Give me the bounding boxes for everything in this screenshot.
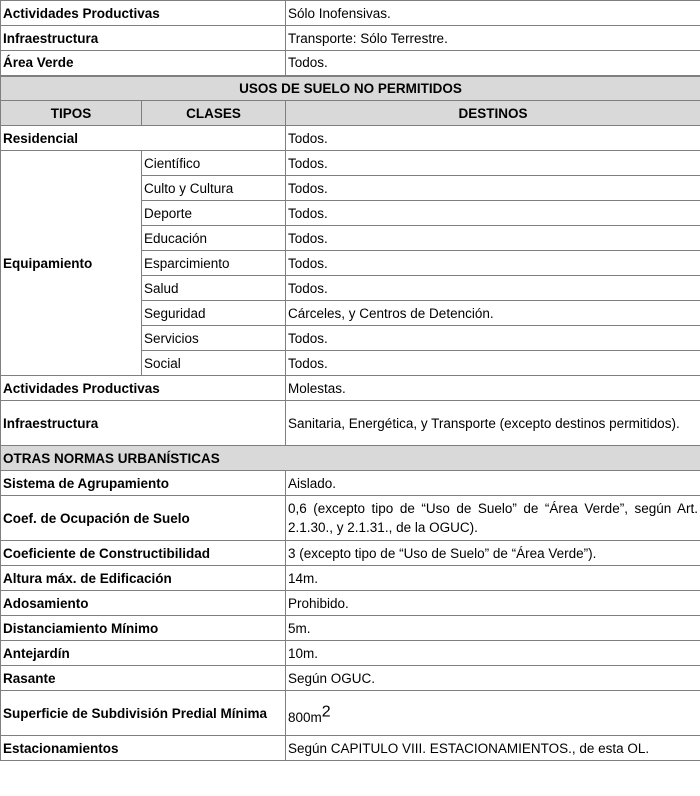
table-row: Área Verde Todos. [0,50,700,76]
destino-cell: Todos. [285,175,700,201]
header-tipos: TIPOS [0,100,142,126]
clase-cell: Científico [141,150,286,176]
norma-value: Según CAPITULO VIII. ESTACIONAMIENTOS., … [285,735,700,761]
destino-cell: Todos. [285,225,700,251]
table-row: Seguridad Cárceles, y Centros de Detenci… [1,300,700,326]
table-row: Actividades Productivas Sólo Inofensivas… [0,0,700,26]
table-row: Superficie de Subdivisión Predial Mínima… [0,690,700,736]
destino-cell: Todos. [285,350,700,376]
norma-value-text: 800m [288,709,322,725]
table-row: Educación Todos. [1,225,700,251]
table-row: Culto y Cultura Todos. [1,175,700,201]
norma-value: 3 (excepto tipo de “Uso de Suelo” de “Ár… [285,540,700,566]
clase-cell: Servicios [141,325,286,351]
table-row: Antejardín 10m. [0,640,700,666]
table-row: Social Todos. [1,350,700,376]
table-row: Altura máx. de Edificación 14m. [0,565,700,591]
table-row: Residencial Todos. [0,125,700,151]
norma-value: 14m. [285,565,700,591]
norma-label: Coef. de Ocupación de Suelo [0,495,286,541]
norma-value: Según OGUC. [285,665,700,691]
superscript: 2 [321,703,331,720]
destino-cell: Sólo Inofensivas. [285,0,700,26]
norma-label: Adosamiento [0,590,286,616]
table-row: Distanciamiento Mínimo 5m. [0,615,700,641]
destino-cell: Molestas. [285,375,700,401]
header-clases: CLASES [141,100,286,126]
destino-cell: Todos. [285,250,700,276]
norma-value: Prohibido. [285,590,700,616]
clase-cell: Seguridad [141,300,286,326]
table-row: Estacionamientos Según CAPITULO VIII. ES… [0,735,700,761]
norma-label: Estacionamientos [0,735,286,761]
table-row: Servicios Todos. [1,325,700,351]
norma-label: Antejardín [0,640,286,666]
column-header-row: TIPOS CLASES DESTINOS [0,100,700,126]
tipo-cell: Infraestructura [0,25,286,51]
table-row: Deporte Todos. [1,200,700,226]
tipo-cell: Equipamiento [0,150,142,376]
destino-cell: Cárceles, y Centros de Detención. [285,300,700,326]
table-row: Actividades Productivas Molestas. [0,375,700,401]
tipo-cell: Área Verde [0,50,286,76]
tipo-cell: Actividades Productivas [0,375,286,401]
destino-cell: Todos. [285,125,700,151]
norma-value: 0,6 (excepto tipo de “Uso de Suelo” de “… [285,495,700,541]
destino-cell: Todos. [285,275,700,301]
table-row: Sistema de Agrupamiento Aislado. [0,470,700,496]
clase-cell: Salud [141,275,286,301]
norma-label: Sistema de Agrupamiento [0,470,286,496]
table-row: Coeficiente de Constructibilidad 3 (exce… [0,540,700,566]
table-row: Salud Todos. [1,275,700,301]
table-row: Rasante Según OGUC. [0,665,700,691]
section-header-row: USOS DE SUELO NO PERMITIDOS [0,74,700,101]
table-row: Infraestructura Sanitaria, Energética, y… [0,400,700,446]
section-header-row: OTRAS NORMAS URBANÍSTICAS [0,445,700,471]
norma-label: Superficie de Subdivisión Predial Mínima [0,690,286,736]
destino-cell: Transporte: Sólo Terrestre. [285,25,700,51]
tipo-cell: Actividades Productivas [0,0,286,26]
destino-cell: Todos. [285,150,700,176]
norma-value: 10m. [285,640,700,666]
norma-value: 800m2 [285,690,700,736]
norma-label: Rasante [0,665,286,691]
destino-cell: Todos. [285,200,700,226]
header-destinos: DESTINOS [285,100,700,126]
tipo-cell: Infraestructura [0,400,286,446]
section-title-no-permitidos: USOS DE SUELO NO PERMITIDOS [0,74,700,101]
tipo-cell: Residencial [0,125,286,151]
destino-cell: Todos. [285,325,700,351]
clase-cell: Culto y Cultura [141,175,286,201]
norma-label: Distanciamiento Mínimo [0,615,286,641]
table-row: Adosamiento Prohibido. [0,590,700,616]
norma-label: Altura máx. de Edificación [0,565,286,591]
destino-cell: Todos. [285,50,700,76]
table-row: Esparcimiento Todos. [1,250,700,276]
table-row: Equipamiento Científico Todos. [0,150,700,376]
table-row: Coef. de Ocupación de Suelo 0,6 (excepto… [0,495,700,541]
clase-cell: Esparcimiento [141,250,286,276]
table-row: Infraestructura Transporte: Sólo Terrest… [0,25,700,51]
norma-value: 5m. [285,615,700,641]
destino-cell: Sanitaria, Energética, y Transporte (exc… [285,400,700,446]
clase-cell: Deporte [141,200,286,226]
clase-cell: Social [141,350,286,376]
norma-value: Aislado. [285,470,700,496]
section-title-otras-normas: OTRAS NORMAS URBANÍSTICAS [0,445,700,471]
clase-cell: Educación [141,225,286,251]
norma-label: Coeficiente de Constructibilidad [0,540,286,566]
land-use-table: Actividades Productivas Sólo Inofensivas… [0,0,700,761]
